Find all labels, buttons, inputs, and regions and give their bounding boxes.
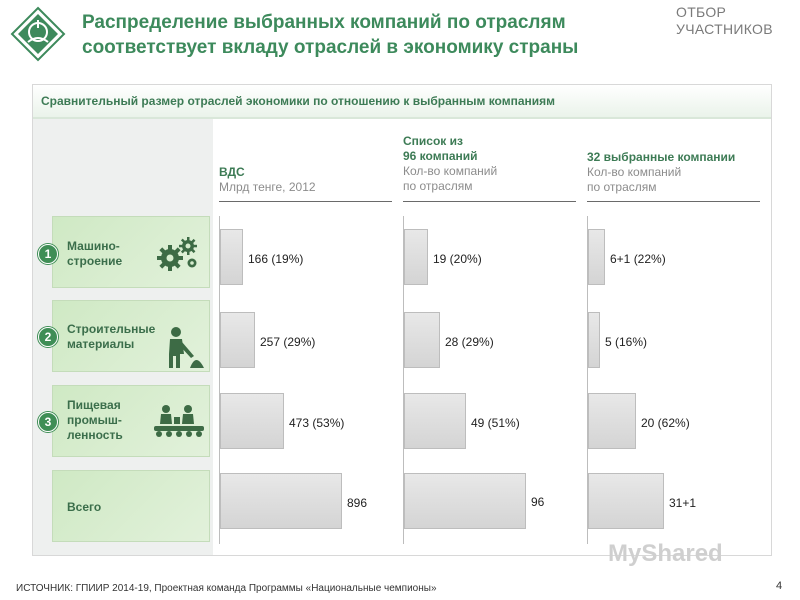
bar-value-label: 31+1 [669, 496, 697, 510]
bar-value-label: 19 (20%) [433, 252, 482, 266]
section-label: ОТБОР УЧАСТНИКОВ [676, 4, 773, 37]
bar-value-label: 257 (29%) [260, 335, 316, 349]
category-card-total [52, 470, 210, 542]
logo-icon [10, 6, 66, 62]
bar-series3-row2 [588, 312, 600, 368]
category-card-building [52, 300, 210, 372]
column-header-32: 32 выбранные компании Кол-во компаний по… [587, 150, 736, 194]
category-label-food: Пищевая промыш- ленность [67, 398, 123, 442]
column-header-96: Список из 96 компаний Кол-во компаний по… [403, 134, 498, 193]
bar-value-label: 20 (62%) [641, 416, 690, 430]
axis-line-vds [219, 216, 220, 544]
factory-workers-icon [154, 405, 204, 437]
worker-icon [169, 327, 204, 368]
category-number-badge: 3 [38, 412, 58, 432]
gears-icon [157, 237, 197, 271]
bar-value-label: 896 [347, 496, 368, 510]
column-header-vds: ВДС Млрд тенге, 2012 [219, 165, 316, 194]
axis-line-32 [587, 216, 588, 544]
bar-series3-row4 [588, 473, 664, 529]
category-number-badge: 1 [38, 244, 58, 264]
bar-series2-row1 [404, 229, 428, 285]
category-label-building: Строительные материалы [67, 322, 156, 351]
bar-value-label: 5 (16%) [605, 335, 648, 349]
bar-value-label: 96 [531, 495, 545, 509]
bar-value-label: 49 (51%) [471, 416, 520, 430]
watermark: MyShared [608, 540, 723, 567]
category-label-total: Всего [67, 500, 102, 514]
page-title: Распределение выбранных компаний по отра… [82, 12, 579, 58]
category-label-machinery: Машино- строение [67, 239, 123, 268]
bar-series1-row2 [220, 312, 255, 368]
bar-series1-row3 [220, 393, 284, 449]
bar-series2-row3 [404, 393, 466, 449]
bar-value-label: 166 (19%) [248, 252, 304, 266]
bar-series2-row2 [404, 312, 440, 368]
page-number: 4 [776, 580, 783, 592]
bar-value-label: 28 (29%) [445, 335, 494, 349]
column-rule-96 [403, 201, 576, 202]
bar-series3-row1 [588, 229, 605, 285]
bar-value-label: 6+1 (22%) [610, 252, 666, 266]
axis-line-96 [403, 216, 404, 544]
bar-series1-row1 [220, 229, 243, 285]
panel-header: Сравнительный размер отраслей экономики … [33, 85, 771, 119]
bar-series2-row4 [404, 473, 526, 529]
source-note: ИСТОЧНИК: ГПИИР 2014-19, Проектная коман… [16, 583, 437, 594]
bar-series1-row4 [220, 473, 342, 529]
category-number-badge: 2 [38, 327, 58, 347]
panel-title: Сравнительный размер отраслей экономики … [41, 94, 556, 108]
bar-series3-row3 [588, 393, 636, 449]
column-rule-vds [219, 201, 392, 202]
bar-value-label: 473 (53%) [289, 416, 345, 430]
column-rule-32 [587, 201, 760, 202]
